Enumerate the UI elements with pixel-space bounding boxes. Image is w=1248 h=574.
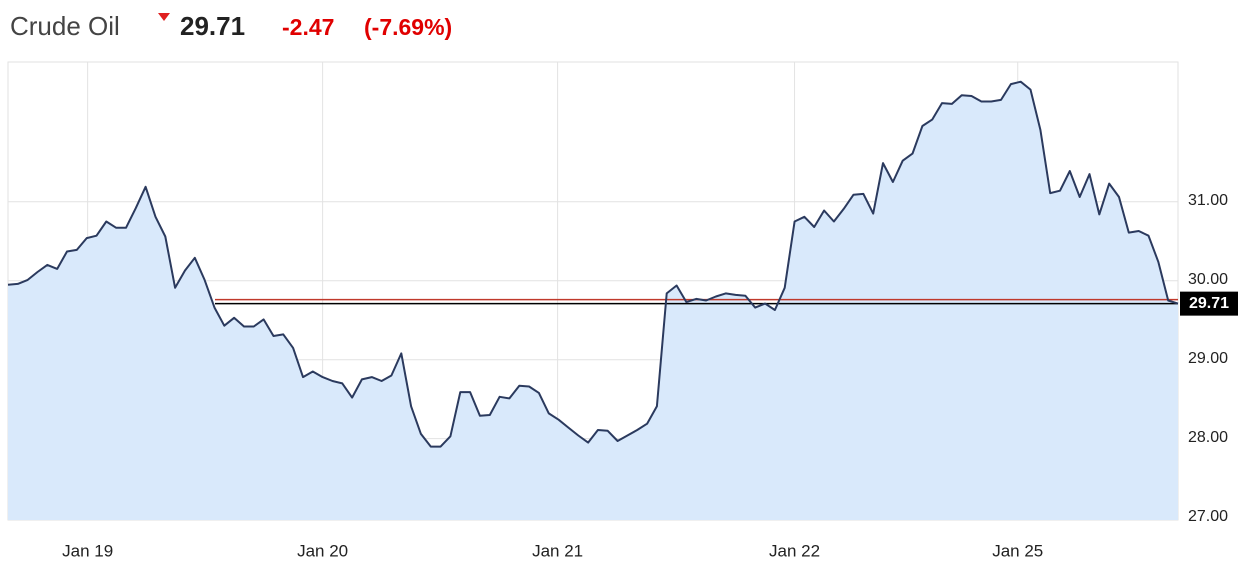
area-fill	[8, 81, 1178, 520]
price-line	[7, 80, 1179, 448]
x-tick-label: Jan 22	[769, 541, 820, 560]
down-arrow	[158, 13, 170, 21]
y-tick-label: 28.00	[1188, 429, 1228, 446]
price-change: -2.47	[282, 14, 334, 40]
last-price: 29.71	[180, 11, 245, 41]
instrument-name: Crude Oil	[10, 11, 120, 41]
y-tick-label: 27.00	[1188, 508, 1228, 525]
x-tick-label: Jan 25	[992, 541, 1043, 560]
last-price-label: 29.71	[1189, 295, 1229, 312]
x-tick-label: Jan 21	[532, 541, 583, 560]
x-tick-label: Jan 19	[62, 541, 113, 560]
price-change-percent: (-7.69%)	[364, 14, 452, 40]
y-tick-label: 29.00	[1188, 350, 1228, 367]
y-tick-label: 31.00	[1188, 192, 1228, 209]
x-tick-label: Jan 20	[297, 541, 348, 560]
y-tick-label: 30.00	[1188, 271, 1228, 288]
last-price-box	[1180, 291, 1238, 316]
